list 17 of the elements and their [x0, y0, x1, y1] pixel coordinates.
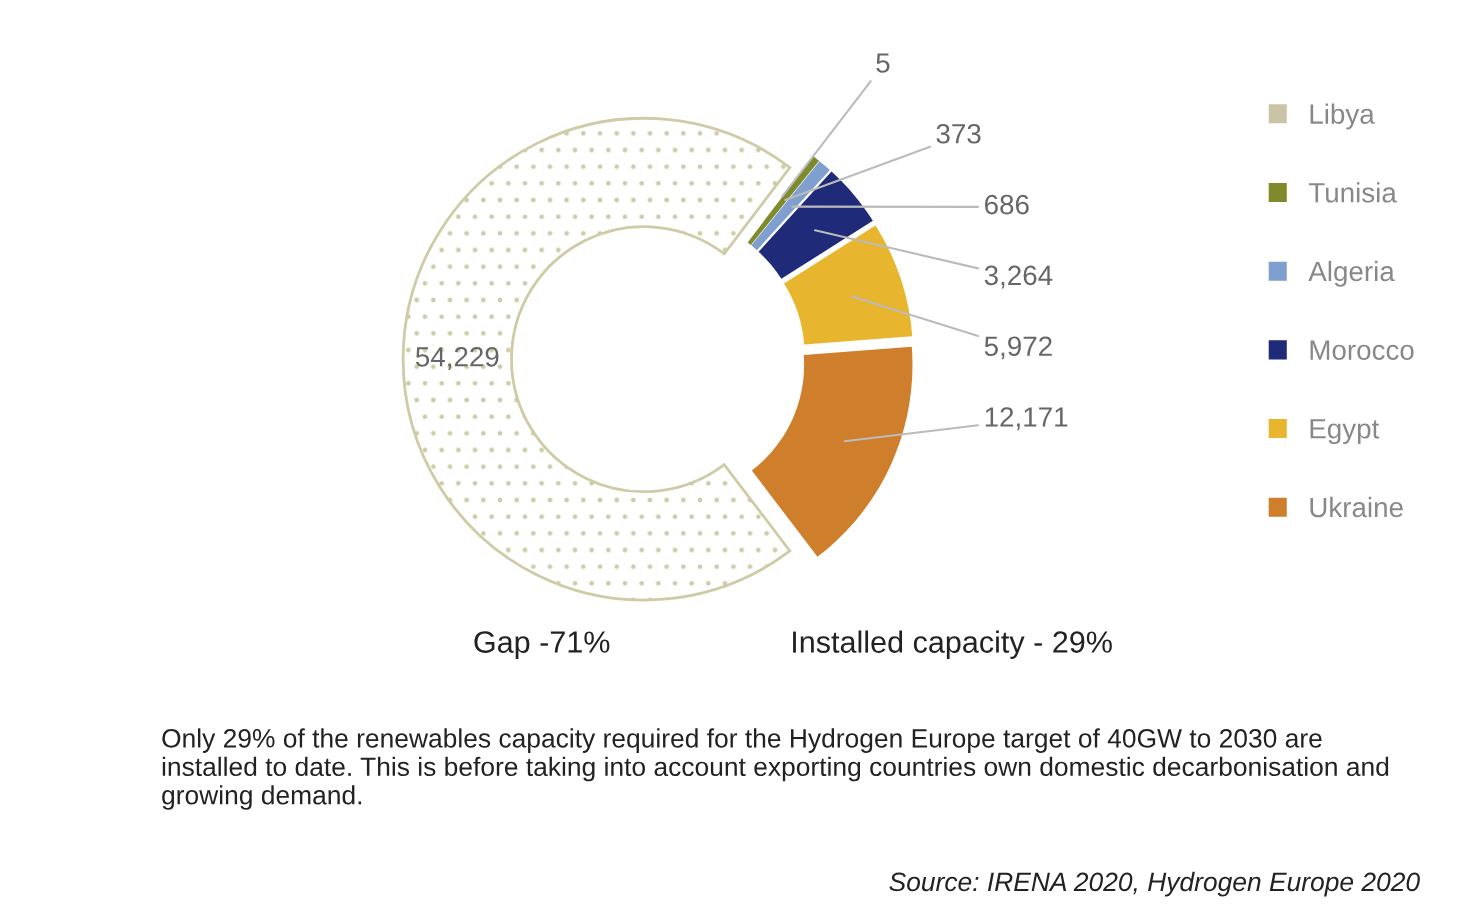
legend-label: Tunisia: [1308, 182, 1397, 203]
data-label: 54,229: [415, 346, 499, 370]
data-label: 5: [876, 53, 890, 73]
legend-label: Morocco: [1310, 340, 1414, 360]
data-label: 686: [985, 194, 1029, 215]
legend-label: Egypt: [1310, 419, 1380, 445]
legend-label: Ukraine: [1310, 496, 1403, 518]
legend-label: Algeria: [1308, 260, 1395, 287]
text: Only 29% of the renewables capacity required for the Hydrogen Europe target of 40GW to 2030 are installed to date. This is before taking into account exporting countries own domestic decarbonisation and growing demand.: [162, 728, 1389, 810]
source-note: Source: IRENA 2020, Hydrogen Europe 2020: [889, 871, 1420, 897]
data-label: 5,972: [984, 336, 1052, 360]
legend-label: Libya: [1310, 103, 1375, 130]
data-label: 373: [936, 123, 981, 144]
text: Installed capacity - 29%: [793, 630, 1112, 659]
data-label: 3,264: [984, 265, 1053, 289]
data-label: 12,171: [985, 407, 1068, 431]
text: Gap -71%: [474, 631, 610, 659]
